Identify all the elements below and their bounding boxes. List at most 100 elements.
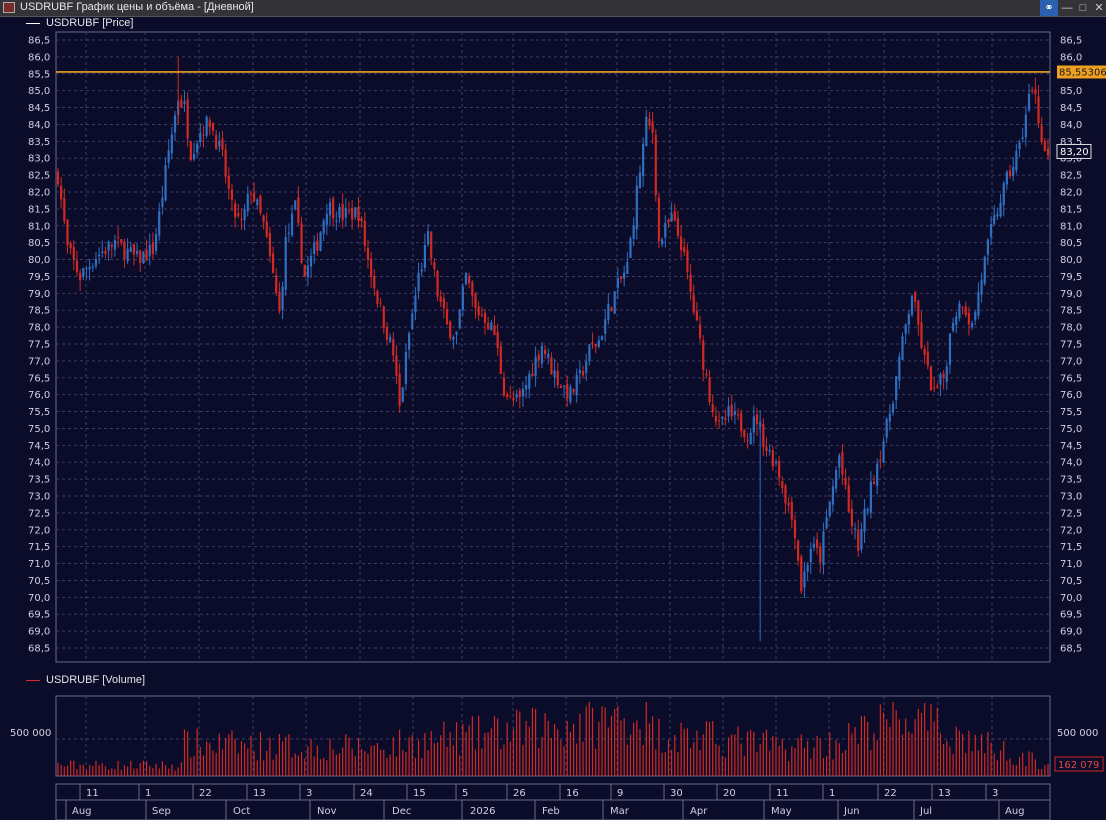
price-tick-right: 81,5: [1060, 204, 1082, 215]
candle-body: [512, 397, 515, 401]
window-title: USDRUBF График цены и объёма - [Дневной]: [20, 1, 254, 13]
candle-body: [740, 412, 743, 432]
candle-body: [635, 185, 638, 230]
candle-body: [1021, 137, 1024, 139]
month-label: Feb: [542, 806, 560, 817]
volume-legend: USDRUBF [Volume]: [26, 674, 145, 686]
candle-body: [275, 275, 278, 293]
candle-body: [341, 203, 344, 221]
date-tick-label: 13: [253, 788, 266, 799]
price-tick-right: 75,5: [1060, 407, 1082, 418]
candle-body: [1043, 141, 1046, 152]
candle-body: [376, 290, 379, 304]
candle-body: [996, 213, 999, 217]
candle-body: [373, 275, 376, 289]
candle-body: [407, 333, 411, 350]
candle-body: [259, 196, 262, 213]
candle-body: [72, 247, 75, 260]
candle-body: [69, 242, 72, 249]
candle-body: [287, 232, 290, 234]
date-tick-label: 11: [776, 788, 789, 799]
candle-body: [942, 373, 945, 379]
candle-body: [569, 386, 572, 403]
price-tick-right: 80,0: [1060, 255, 1082, 266]
price-plot-frame: [55, 31, 1051, 663]
candle-body: [60, 185, 63, 200]
candle-body: [370, 258, 373, 277]
candle-body: [607, 304, 610, 321]
candle-body: [249, 193, 253, 195]
price-tick-right: 77,5: [1060, 340, 1082, 351]
candle-body: [948, 333, 952, 365]
candle-body: [746, 439, 749, 441]
candle-body: [559, 386, 563, 389]
candle-body: [208, 120, 211, 128]
price-tick-left: 81,0: [28, 221, 50, 232]
close-button[interactable]: ✕: [1094, 2, 1104, 14]
candle-body: [755, 414, 759, 425]
chart-canvas[interactable]: 86,5 86,0 85,5 85,0 84,5 84,0 83,5 83,0 82,5 82,0…: [0, 16, 1106, 820]
price-tick-right: 70,0: [1060, 593, 1082, 604]
price-legend-swatch: [26, 22, 40, 24]
price-tick-right: 81,0: [1060, 221, 1082, 232]
date-tick-label: 5: [462, 788, 468, 799]
price-tick-right: 80,5: [1060, 238, 1082, 249]
candle-body: [825, 517, 828, 529]
candle-body: [999, 202, 1002, 217]
price-tick-right: 78,5: [1060, 306, 1082, 317]
price-tick-left: 85,0: [28, 86, 50, 97]
candle-body: [787, 502, 790, 506]
candle-body: [809, 548, 812, 563]
candle-body: [679, 236, 683, 251]
candle-body: [857, 529, 860, 551]
candle-body: [211, 123, 215, 131]
candle-body: [151, 242, 154, 255]
candle-body: [613, 291, 616, 314]
volume-tick-left: 500 000: [10, 728, 51, 739]
candle-body: [778, 460, 781, 478]
candle-body: [240, 219, 243, 221]
candle-body: [534, 356, 537, 376]
candle-body: [528, 374, 531, 390]
candle-body: [863, 508, 866, 532]
candle-body: [749, 432, 752, 445]
date-tick-label: 22: [199, 788, 212, 799]
candle-body: [702, 340, 705, 370]
candle-body: [158, 211, 161, 236]
candle-body: [139, 250, 142, 263]
candle-body: [610, 307, 613, 312]
month-label: Dec: [392, 806, 411, 817]
link-icon[interactable]: ⚭: [1040, 0, 1058, 16]
candle-body: [351, 207, 354, 220]
candle-body: [404, 352, 408, 384]
candle-body: [493, 325, 496, 336]
candle-body: [1024, 114, 1027, 138]
candle-body: [234, 203, 237, 218]
price-tick-right: 71,0: [1060, 559, 1082, 570]
candle-body: [550, 357, 553, 375]
candle-body: [496, 331, 499, 348]
last-volume-label: 162 079: [1058, 760, 1099, 771]
candle-body: [600, 336, 604, 341]
candle-body: [135, 250, 139, 255]
last-price-label: 83,20: [1060, 147, 1089, 158]
candle-body: [506, 394, 509, 398]
candle-body: [186, 99, 189, 139]
price-tick-right: 84,5: [1060, 103, 1082, 114]
candle-body: [619, 276, 623, 279]
candle-body: [471, 281, 474, 296]
price-tick-right: 73,0: [1060, 492, 1082, 503]
volume-plot-frame: [55, 695, 1051, 777]
candle-body: [167, 150, 170, 163]
candle-body: [521, 389, 525, 397]
maximize-button[interactable]: □: [1079, 2, 1087, 14]
candle-body: [170, 134, 173, 154]
candle-body: [695, 310, 699, 321]
candle-body: [898, 356, 901, 381]
candle-body: [101, 251, 104, 254]
candle-body: [183, 101, 186, 104]
candle-body: [313, 242, 316, 255]
minimize-button[interactable]: —: [1061, 2, 1073, 14]
price-tick-left: 69,5: [28, 610, 50, 621]
candle-body: [205, 116, 208, 136]
